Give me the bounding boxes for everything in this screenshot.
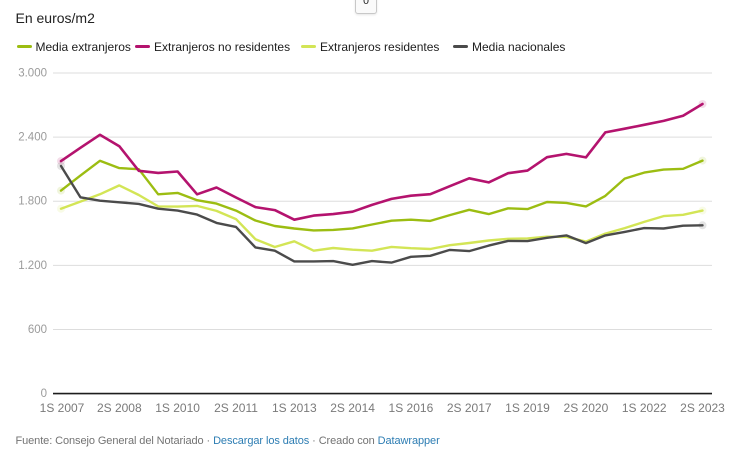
svg-text:2S 2011: 2S 2011 <box>214 401 258 415</box>
svg-text:2S 2023: 2S 2023 <box>680 401 725 415</box>
svg-text:2S 2014: 2S 2014 <box>330 401 375 415</box>
svg-text:2S 2008: 2S 2008 <box>97 401 142 415</box>
svg-text:0: 0 <box>41 388 47 400</box>
svg-text:2.400: 2.400 <box>18 132 47 144</box>
svg-text:2S 2017: 2S 2017 <box>447 401 492 415</box>
svg-text:2S 2020: 2S 2020 <box>564 401 609 415</box>
svg-text:3.000: 3.000 <box>18 68 47 80</box>
svg-text:1S 2016: 1S 2016 <box>389 401 434 415</box>
svg-text:1S 2022: 1S 2022 <box>622 401 667 415</box>
svg-text:1S 2007: 1S 2007 <box>40 401 85 415</box>
svg-text:1S 2010: 1S 2010 <box>155 401 200 415</box>
svg-text:1.800: 1.800 <box>18 196 47 208</box>
svg-text:1S 2019: 1S 2019 <box>505 401 550 415</box>
svg-text:1S 2013: 1S 2013 <box>272 401 317 415</box>
svg-text:600: 600 <box>28 324 47 336</box>
svg-text:1.200: 1.200 <box>18 260 47 272</box>
